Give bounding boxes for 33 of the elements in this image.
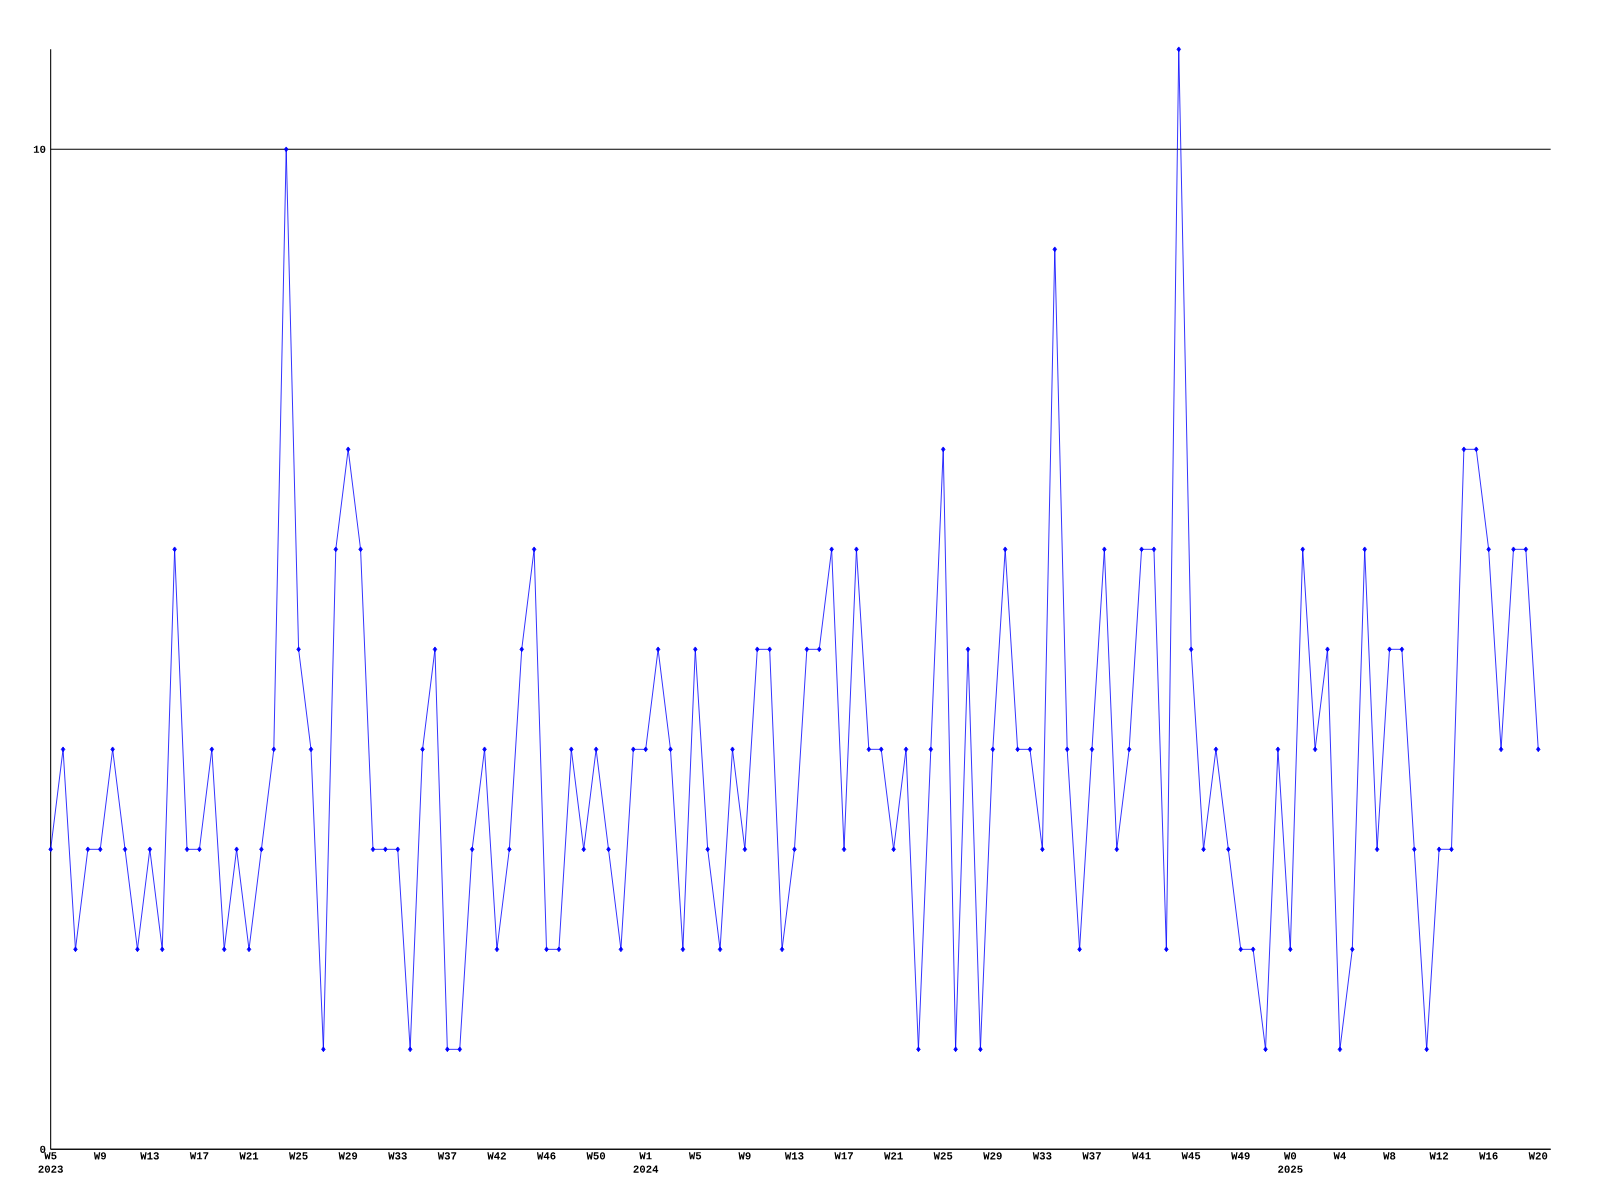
x-tick-label: W29 [338, 1152, 358, 1160]
x-tick-label: W29 [983, 1152, 1002, 1160]
x-tick-label: W13 [140, 1152, 159, 1160]
x-tick-label: W21 [239, 1152, 259, 1160]
x-tick-label: W12 [1429, 1152, 1449, 1160]
x-tick-label: W9 [93, 1152, 106, 1160]
x-tick-label: W1 2024 [633, 1152, 659, 1173]
x-tick-label: W25 [933, 1152, 953, 1160]
x-tick-label: W49 [1231, 1152, 1250, 1160]
y-tick-label: 10 [33, 145, 46, 153]
x-tick-label: W17 [189, 1152, 209, 1160]
x-tick-label: W33 [388, 1152, 407, 1160]
x-tick-label: W21 [884, 1152, 903, 1160]
x-tick-label: W37 [1082, 1152, 1101, 1160]
x-tick-label: W33 [1032, 1152, 1052, 1160]
y-tick-label: 0 [40, 1145, 46, 1153]
x-tick-label: W41 [1131, 1152, 1151, 1160]
x-tick-label: W20 [1528, 1152, 1548, 1160]
x-tick-label: W8 [1383, 1152, 1396, 1160]
x-tick-label: W0 2025 [1278, 1152, 1303, 1173]
x-tick-label: W17 [834, 1152, 853, 1160]
x-tick-label: W50 [586, 1152, 606, 1160]
x-tick-label: W16 [1479, 1152, 1498, 1160]
x-tick-label: W5 [688, 1152, 702, 1160]
x-tick-label: W46 [536, 1152, 556, 1160]
x-tick-label: W13 [784, 1152, 804, 1160]
x-tick-label: W25 [289, 1152, 308, 1160]
x-tick-label: W37 [437, 1152, 457, 1160]
x-tick-label: W45 [1181, 1152, 1201, 1160]
x-tick-label: W4 [1333, 1152, 1346, 1160]
x-tick-label: W42 [487, 1152, 506, 1160]
x-tick-label: W5 2023 [38, 1152, 63, 1173]
x-tick-label: W9 [738, 1152, 751, 1160]
